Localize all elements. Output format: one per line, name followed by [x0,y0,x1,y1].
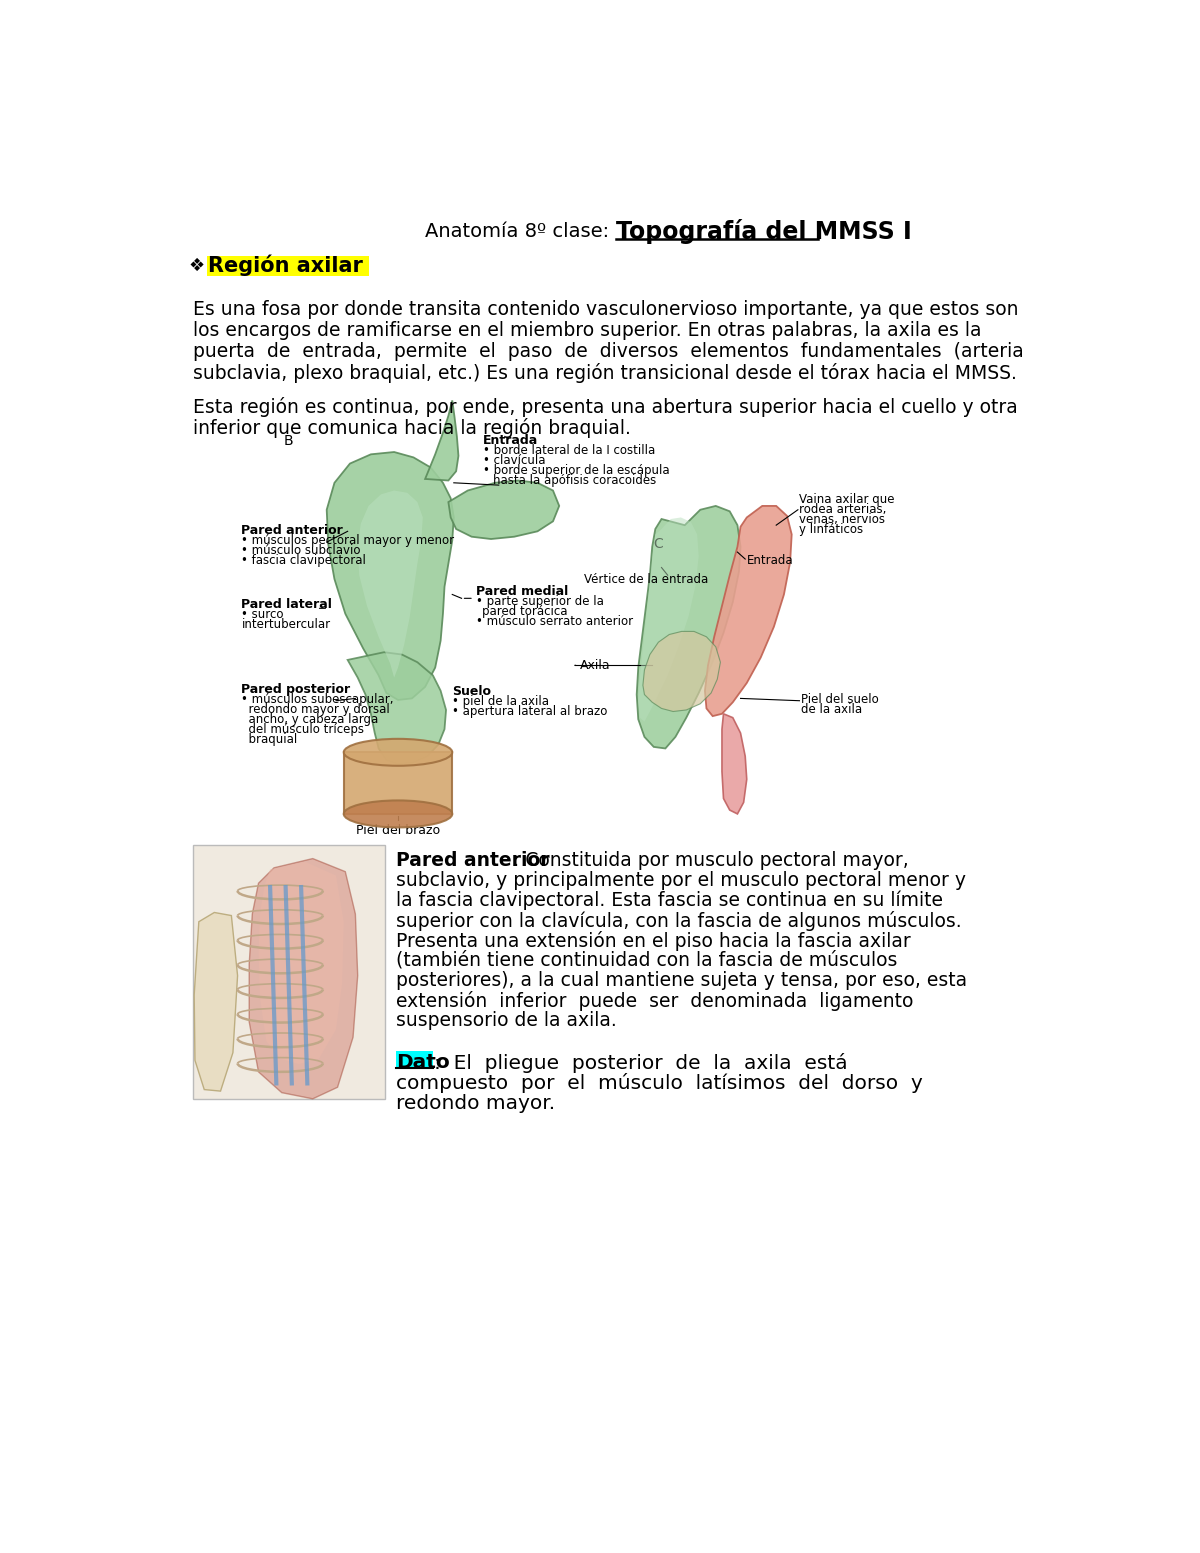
Text: Pared anterior: Pared anterior [241,523,343,537]
Text: Pared posterior: Pared posterior [241,683,350,696]
Polygon shape [194,913,238,1092]
Text: (también tiene continuidad con la fascia de músculos: (también tiene continuidad con la fascia… [396,950,898,971]
Text: B: B [283,435,293,449]
Text: • borde lateral de la I costilla: • borde lateral de la I costilla [484,444,655,457]
Text: redondo mayor.: redondo mayor. [396,1095,554,1114]
Text: • músculo subclavio: • músculo subclavio [241,545,361,558]
Text: Anatomía 8º clase:: Anatomía 8º clase: [425,222,616,241]
Text: venas, nervios: venas, nervios [799,512,886,526]
Polygon shape [425,401,458,480]
Polygon shape [250,859,358,1100]
Text: Región axilar: Región axilar [208,255,364,276]
Text: suspensorio de la axila.: suspensorio de la axila. [396,1011,617,1030]
Text: • piel de la axila: • piel de la axila [452,696,550,708]
Text: posteriores), a la cual mantiene sujeta y tensa, por eso, esta: posteriores), a la cual mantiene sujeta … [396,971,967,989]
Text: puerta  de  entrada,  permite  el  paso  de  diversos  elementos  fundamentales : puerta de entrada, permite el paso de di… [193,342,1024,360]
Polygon shape [358,491,422,677]
Text: Topografía del MMSS I: Topografía del MMSS I [616,219,912,244]
Text: Piel del suelo: Piel del suelo [802,693,878,707]
Text: ancho, y cabeza larga: ancho, y cabeza larga [241,713,379,727]
Polygon shape [449,480,559,539]
Text: • parte superior de la: • parte superior de la [475,595,604,609]
Text: Vértice de la entrada: Vértice de la entrada [584,573,708,585]
Text: ❖: ❖ [188,256,205,275]
Text: Entrada: Entrada [746,554,793,567]
Text: • clavícula: • clavícula [484,455,546,467]
Text: :  El  pliegue  posterior  de  la  axila  está: : El pliegue posterior de la axila está [434,1053,848,1073]
Polygon shape [638,517,698,722]
Text: subclavio, y principalmente por el musculo pectoral menor y: subclavio, y principalmente por el muscu… [396,871,966,890]
Text: • borde superior de la escápula: • borde superior de la escápula [484,464,670,477]
Text: • músculos subescapular,: • músculos subescapular, [241,693,394,707]
Polygon shape [722,714,746,814]
Text: Pared anterior: Pared anterior [396,851,550,870]
Ellipse shape [343,739,452,766]
Text: inferior que comunica hacia la región braquial.: inferior que comunica hacia la región br… [193,418,630,438]
FancyBboxPatch shape [396,1051,433,1068]
Text: Vaina axilar que: Vaina axilar que [799,492,895,506]
Text: pared torácica: pared torácica [481,606,568,618]
Ellipse shape [343,800,452,828]
Polygon shape [348,652,446,764]
Polygon shape [326,452,454,700]
Text: intertubercular: intertubercular [241,618,330,632]
Text: Es una fosa por donde transita contenido vasculonervioso importante, ya que esto: Es una fosa por donde transita contenido… [193,300,1018,320]
FancyBboxPatch shape [206,256,370,276]
Polygon shape [258,862,343,1064]
Text: • músculo serrato anterior: • músculo serrato anterior [475,615,632,629]
Text: los encargos de ramificarse en el miembro superior. En otras palabras, la axila : los encargos de ramificarse en el miembr… [193,321,982,340]
Text: • fascia clavipectoral: • fascia clavipectoral [241,554,366,567]
Text: Axila: Axila [580,658,611,672]
Text: Presenta una extensión en el piso hacia la fascia axilar: Presenta una extensión en el piso hacia … [396,930,911,950]
Text: extensión  inferior  puede  ser  denominada  ligamento: extensión inferior puede ser denominada … [396,991,913,1011]
Text: compuesto  por  el  músculo  latísimos  del  dorso  y: compuesto por el músculo latísimos del d… [396,1073,923,1093]
Text: superior con la clavícula, con la fascia de algunos músculos.: superior con la clavícula, con la fascia… [396,912,961,930]
Text: subclavia, plexo braquial, etc.) Es una región transicional desde el tórax hacia: subclavia, plexo braquial, etc.) Es una … [193,363,1016,382]
Text: Suelo: Suelo [452,685,491,699]
Text: • apertura lateral al brazo: • apertura lateral al brazo [452,705,607,719]
Text: • músculos pectoral mayor y menor: • músculos pectoral mayor y menor [241,534,455,547]
Polygon shape [704,506,792,716]
Text: rodea arterias,: rodea arterias, [799,503,887,516]
Polygon shape [643,632,720,711]
Text: Esta región es continua, por ende, presenta una abertura superior hacia el cuell: Esta región es continua, por ende, prese… [193,398,1018,418]
Text: Piel del brazo: Piel del brazo [356,825,440,837]
FancyBboxPatch shape [193,845,385,1100]
Text: • surco: • surco [241,609,284,621]
Text: Entrada: Entrada [484,435,539,447]
Text: del músculo tríceps: del músculo tríceps [241,724,365,736]
FancyBboxPatch shape [343,752,452,814]
Polygon shape [637,506,740,749]
Text: Dato: Dato [396,1053,450,1072]
Text: Pared medial: Pared medial [475,585,568,598]
Text: C: C [654,537,664,551]
Text: : Constituida por musculo pectoral mayor,: : Constituida por musculo pectoral mayor… [514,851,910,870]
Text: redondo mayor y dorsal: redondo mayor y dorsal [241,704,390,716]
Text: braquial: braquial [241,733,298,745]
Text: y linfáticos: y linfáticos [799,523,864,536]
Text: hasta la apófisis coracoides: hasta la apófisis coracoides [492,474,655,488]
Text: Pared lateral: Pared lateral [241,598,332,612]
Text: de la axila: de la axila [802,704,862,716]
Text: la fascia clavipectoral. Esta fascia se continua en su límite: la fascia clavipectoral. Esta fascia se … [396,891,943,910]
